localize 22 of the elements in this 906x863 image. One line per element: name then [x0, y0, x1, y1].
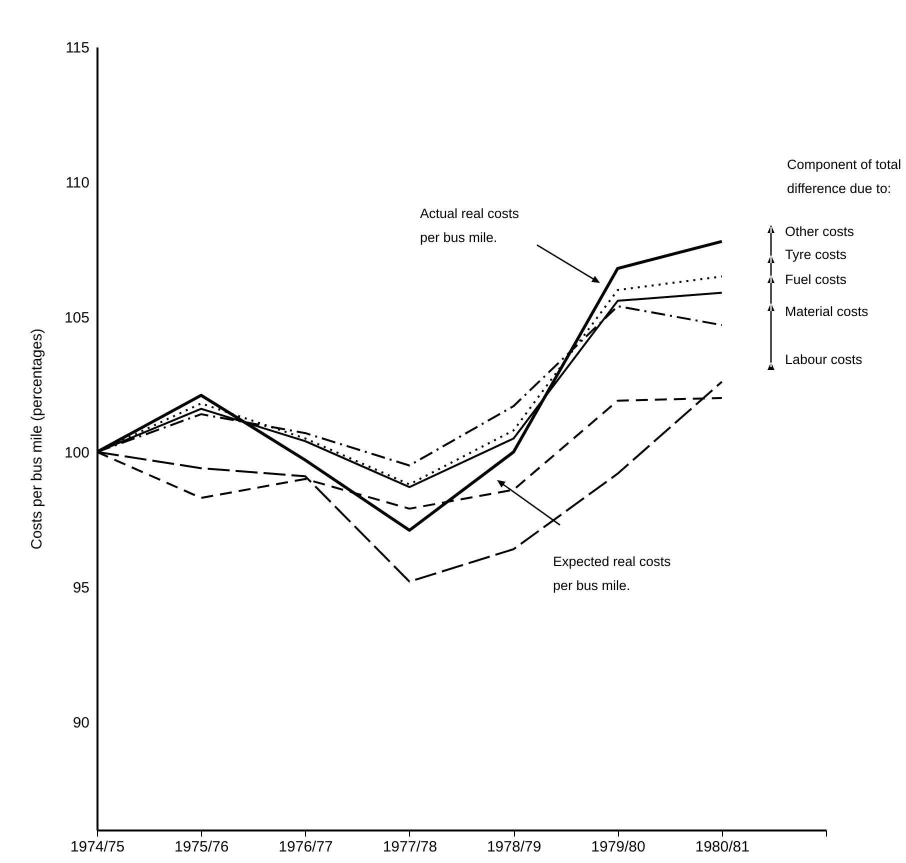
- annotation: Component of total difference due to:: [787, 157, 902, 196]
- annotation: Fuel costs: [785, 272, 847, 287]
- annotation: Labour costs: [785, 352, 863, 367]
- x-tick-label: 1979/80: [591, 838, 646, 856]
- annotation: Expected real costs per bus mile.: [553, 554, 672, 593]
- y-tick-label: 105: [64, 310, 90, 326]
- x-tick-label: 1974/75: [70, 838, 125, 856]
- annotation: Other costs: [785, 224, 854, 239]
- annotation: Tyre costs: [785, 247, 847, 262]
- y-tick-label: 100: [64, 444, 90, 462]
- x-tick-label: 1980/81: [695, 838, 750, 856]
- x-tick-label: 1977/78: [382, 838, 438, 856]
- y-tick-label: 95: [72, 580, 90, 596]
- y-axis-title: Costs per bus mile (percentages): [28, 328, 46, 550]
- annotation: Material costs: [785, 304, 869, 319]
- x-tick-label: 1975/76: [174, 838, 229, 856]
- y-tick-label: 115: [66, 40, 90, 56]
- y-tick-label: 110: [66, 174, 90, 192]
- y-tick-label: 90: [72, 714, 90, 732]
- x-tick-label: 1976/77: [278, 838, 333, 856]
- x-tick-label: 1978/79: [486, 838, 542, 856]
- annotation: Actual real costs per bus mile.: [420, 206, 520, 245]
